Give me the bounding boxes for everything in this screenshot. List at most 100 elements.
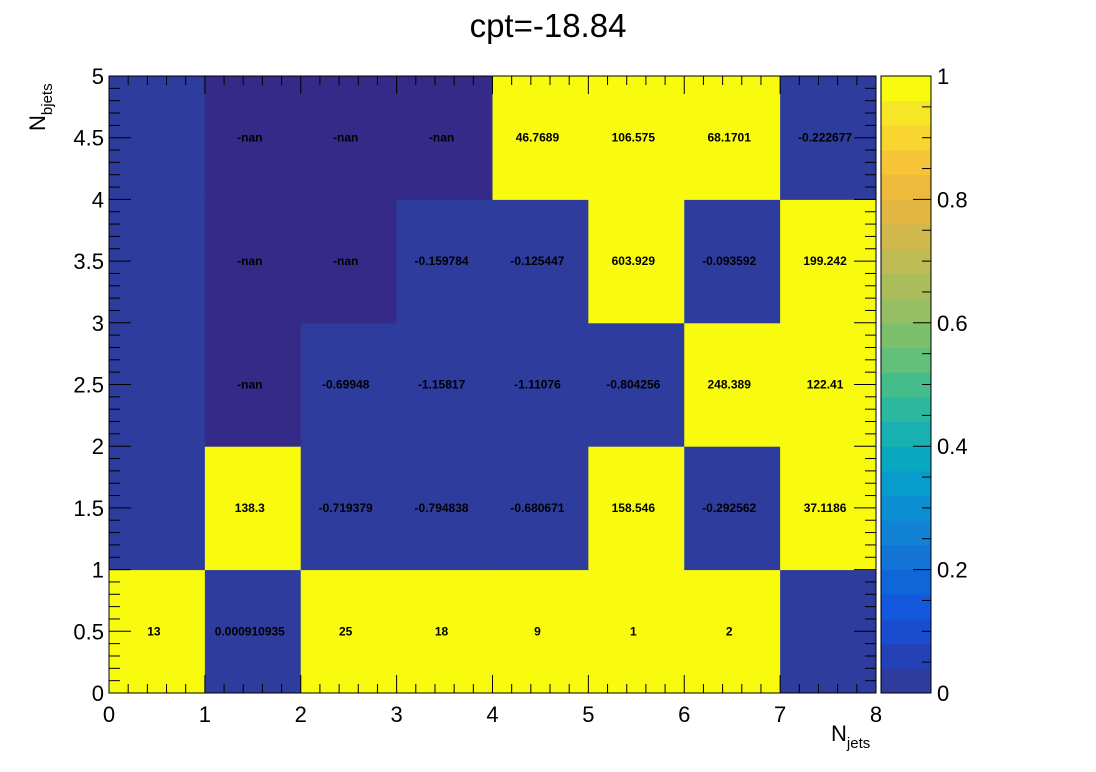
x-tick-label: 0 bbox=[103, 702, 115, 727]
heatmap-cell bbox=[300, 322, 398, 447]
heatmap-cell bbox=[204, 446, 302, 571]
x-axis-label-sub: jets bbox=[846, 735, 870, 752]
colorbar-segment bbox=[881, 643, 931, 669]
y-tick-label: 1.5 bbox=[73, 496, 104, 521]
y-tick-label: 2 bbox=[92, 434, 104, 459]
colorbar-segment bbox=[881, 594, 931, 620]
cell-value-label: -1.11076 bbox=[514, 378, 561, 392]
cell-value-label: 18 bbox=[435, 624, 449, 638]
heatmap-cell bbox=[492, 446, 589, 571]
heatmap-cell bbox=[588, 322, 685, 447]
cell-value-label: -nan bbox=[333, 254, 358, 268]
x-axis-label-main: N bbox=[831, 721, 847, 746]
x-tick-label: 3 bbox=[391, 702, 403, 727]
colorbar-segment bbox=[881, 322, 931, 348]
cell-value-label: -0.69948 bbox=[322, 378, 370, 392]
heatmap-cell bbox=[684, 446, 781, 571]
x-axis-label: Njets bbox=[831, 721, 870, 752]
cell-value-label: -nan bbox=[333, 131, 358, 145]
y-axis-label-sub: bjets bbox=[39, 83, 56, 115]
y-tick-label: 5 bbox=[92, 64, 104, 89]
y-axis-label-main: N bbox=[25, 115, 50, 131]
colorbar-segment bbox=[881, 150, 931, 176]
cell-value-label: 2 bbox=[726, 624, 733, 638]
heatmap-cell bbox=[300, 76, 398, 200]
colorbar-segment bbox=[881, 421, 931, 447]
heatmap-cell bbox=[588, 76, 685, 200]
cell-value-label: -0.719379 bbox=[319, 501, 373, 515]
cell-value-label: -0.159784 bbox=[415, 254, 469, 268]
cell-value-label: 68.1701 bbox=[707, 131, 751, 145]
y-tick-label: 0 bbox=[92, 681, 104, 706]
colorbar-segment bbox=[881, 100, 931, 126]
cell-value-label: -nan bbox=[429, 131, 454, 145]
x-tick-label: 7 bbox=[774, 702, 786, 727]
colorbar-tick-label: 0.2 bbox=[937, 558, 968, 583]
cell-value-label: -0.680671 bbox=[510, 501, 564, 515]
heatmap-cell bbox=[300, 199, 398, 324]
cell-value-label: 0.000910935 bbox=[215, 624, 285, 638]
heatmap-cell bbox=[204, 322, 302, 447]
heatmap-cell bbox=[204, 76, 302, 200]
colorbar-tick-label: 0.6 bbox=[937, 311, 968, 336]
heatmap-cell bbox=[684, 569, 781, 694]
colorbar-ticks: 0 0.2 0.4 0.6 0.8 1 bbox=[913, 64, 968, 706]
cell-value-label: 199.242 bbox=[803, 254, 847, 268]
y-axis-label: Nbjets bbox=[25, 83, 56, 131]
heatmap-cell bbox=[492, 76, 589, 200]
chart-title: cpt=-18.84 bbox=[470, 7, 627, 44]
colorbar-segment bbox=[881, 569, 931, 595]
cell-value-label: -0.292562 bbox=[702, 501, 756, 515]
heatmap-cell bbox=[588, 446, 685, 571]
heatmap-cell bbox=[204, 569, 302, 694]
heatmap-cell bbox=[204, 199, 302, 324]
cell-value-label: 248.389 bbox=[707, 378, 751, 392]
heatmap-cell bbox=[684, 322, 781, 447]
y-tick-label: 3.5 bbox=[73, 249, 104, 274]
cell-value-label: -nan bbox=[237, 378, 262, 392]
x-tick-label: 2 bbox=[295, 702, 307, 727]
colorbar-segment bbox=[881, 199, 931, 225]
colorbar-tick-label: 0.8 bbox=[937, 187, 968, 212]
colorbar-segment bbox=[881, 347, 931, 373]
y-axis-ticks: 0 0.5 1 1.5 2 2.5 3 3.5 4 4.5 5 bbox=[73, 64, 876, 706]
heatmap-cell bbox=[588, 199, 685, 324]
cell-value-label: 25 bbox=[339, 624, 353, 638]
heatmap-cell bbox=[492, 199, 589, 324]
colorbar-segment bbox=[881, 76, 931, 102]
cell-value-label: 138.3 bbox=[235, 501, 265, 515]
x-tick-label: 4 bbox=[486, 702, 498, 727]
cell-value-label: 106.575 bbox=[612, 131, 656, 145]
y-tick-label: 4.5 bbox=[73, 126, 104, 151]
y-tick-label: 0.5 bbox=[73, 619, 104, 644]
heatmap-cell bbox=[492, 569, 589, 694]
heatmap-cell bbox=[396, 569, 493, 694]
colorbar-tick-label: 0.4 bbox=[937, 434, 968, 459]
colorbar-segment bbox=[881, 224, 931, 250]
x-tick-label: 8 bbox=[870, 702, 882, 727]
cell-value-label: 46.7689 bbox=[516, 131, 560, 145]
cell-value-label: 603.929 bbox=[612, 254, 656, 268]
cell-value-label: -0.794838 bbox=[415, 501, 469, 515]
heatmap-cell-labels: 13 0.000910935 25 18 9 1 2 138.3 -0.719379 -0.794… bbox=[147, 131, 852, 639]
heatmap-cell bbox=[588, 569, 685, 694]
cell-value-label: 9 bbox=[534, 624, 541, 638]
colorbar-segment bbox=[881, 396, 931, 423]
x-tick-label: 6 bbox=[678, 702, 690, 727]
colorbar-segment bbox=[881, 298, 931, 324]
cell-value-label: -nan bbox=[237, 131, 262, 145]
heatmap-cells bbox=[109, 76, 877, 694]
y-tick-label: 4 bbox=[92, 187, 104, 212]
heatmap-cell bbox=[684, 199, 781, 324]
y-tick-label: 1 bbox=[92, 558, 104, 583]
cell-value-label: 122.41 bbox=[807, 378, 844, 392]
cell-value-label: -1.15817 bbox=[418, 378, 466, 392]
cell-value-label: 13 bbox=[147, 624, 161, 638]
heatmap-cell bbox=[396, 446, 493, 571]
colorbar-segment bbox=[881, 446, 931, 472]
cell-value-label: 37.1186 bbox=[804, 501, 847, 515]
cell-value-label: -0.093592 bbox=[702, 254, 756, 268]
heatmap-cell bbox=[300, 569, 398, 694]
cell-value-label: 158.546 bbox=[612, 501, 656, 515]
colorbar-segment bbox=[881, 520, 931, 546]
